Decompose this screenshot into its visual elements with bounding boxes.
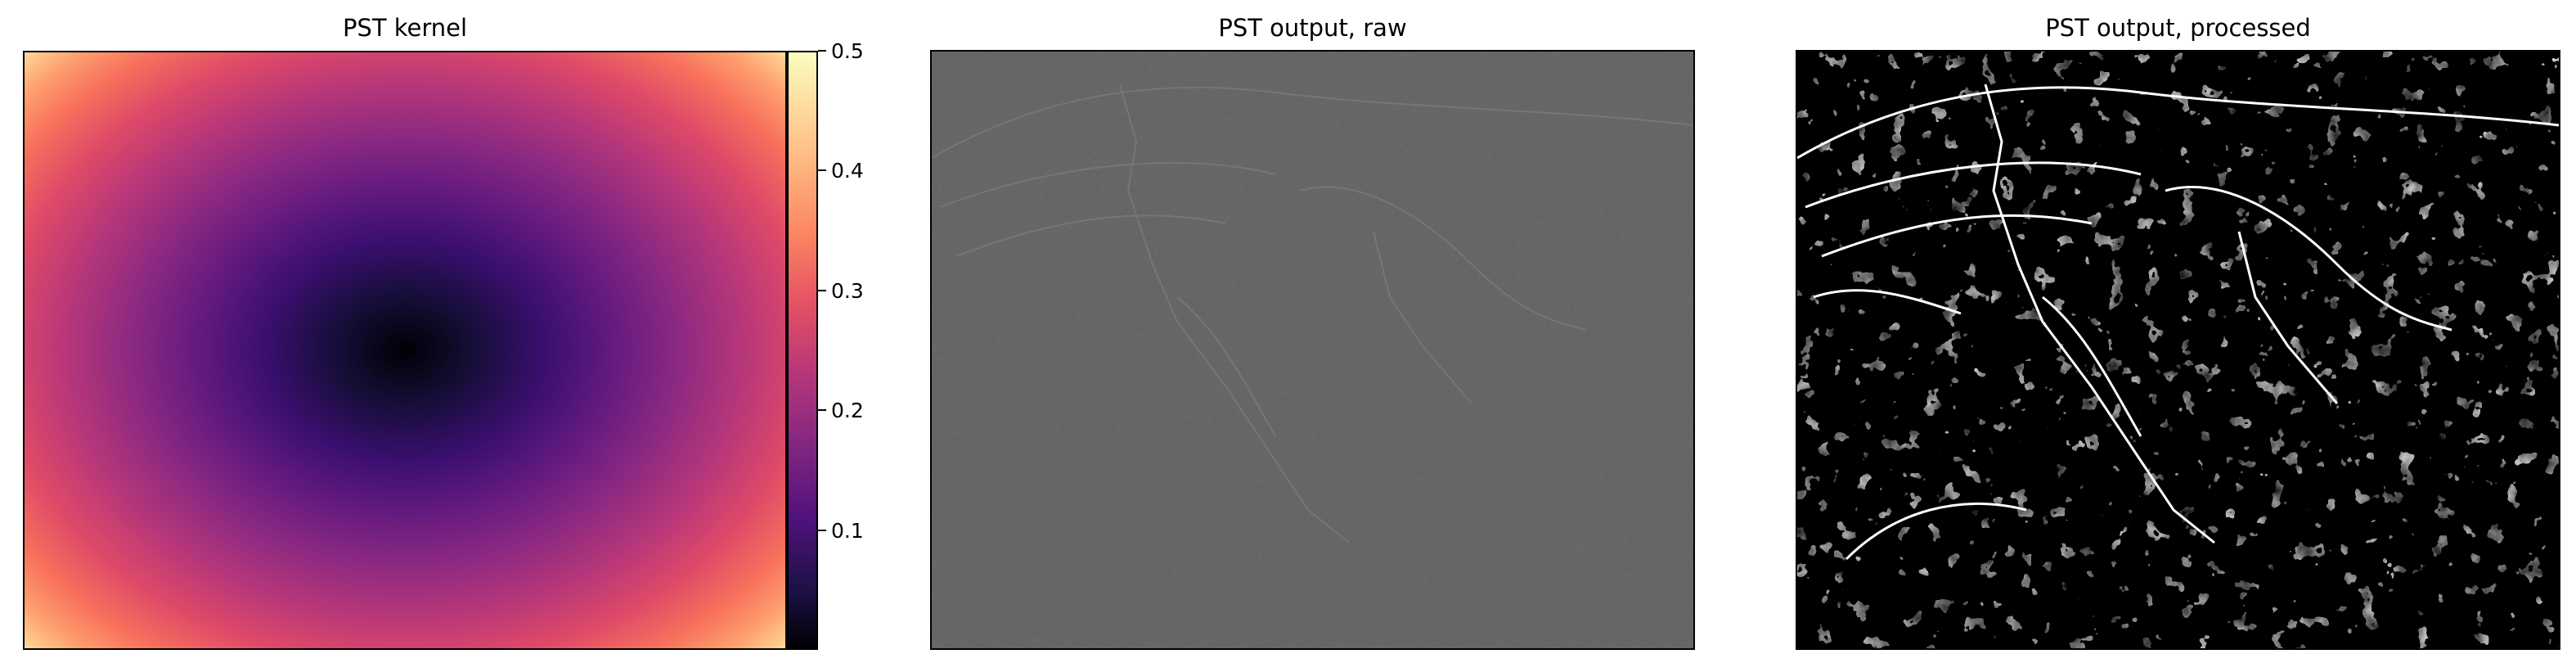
colorbar-tick-label: 0.5 (831, 39, 864, 63)
raw-output-image (930, 50, 1695, 650)
colorbar-tick-label: 0.1 (831, 518, 864, 543)
colorbar-tick-label: 0.4 (831, 159, 864, 183)
colorbar-tick (818, 289, 826, 291)
processed-title: PST output, processed (2045, 14, 2311, 42)
colorbar-tick-label: 0.3 (831, 278, 864, 303)
raw-edge-texture (932, 52, 1693, 648)
colorbar-tick (818, 50, 826, 52)
processed-edge-texture (1797, 52, 2559, 648)
colorbar-tick (818, 529, 826, 531)
kernel-colorbar (787, 51, 818, 650)
colorbar-tick (818, 169, 826, 172)
kernel-heatmap (23, 51, 787, 650)
colorbar-tick-label: 0.2 (831, 399, 864, 423)
raw-title: PST output, raw (1218, 14, 1407, 42)
colorbar-tick (818, 409, 826, 412)
kernel-title: PST kernel (342, 14, 468, 42)
processed-output-image (1796, 50, 2560, 650)
